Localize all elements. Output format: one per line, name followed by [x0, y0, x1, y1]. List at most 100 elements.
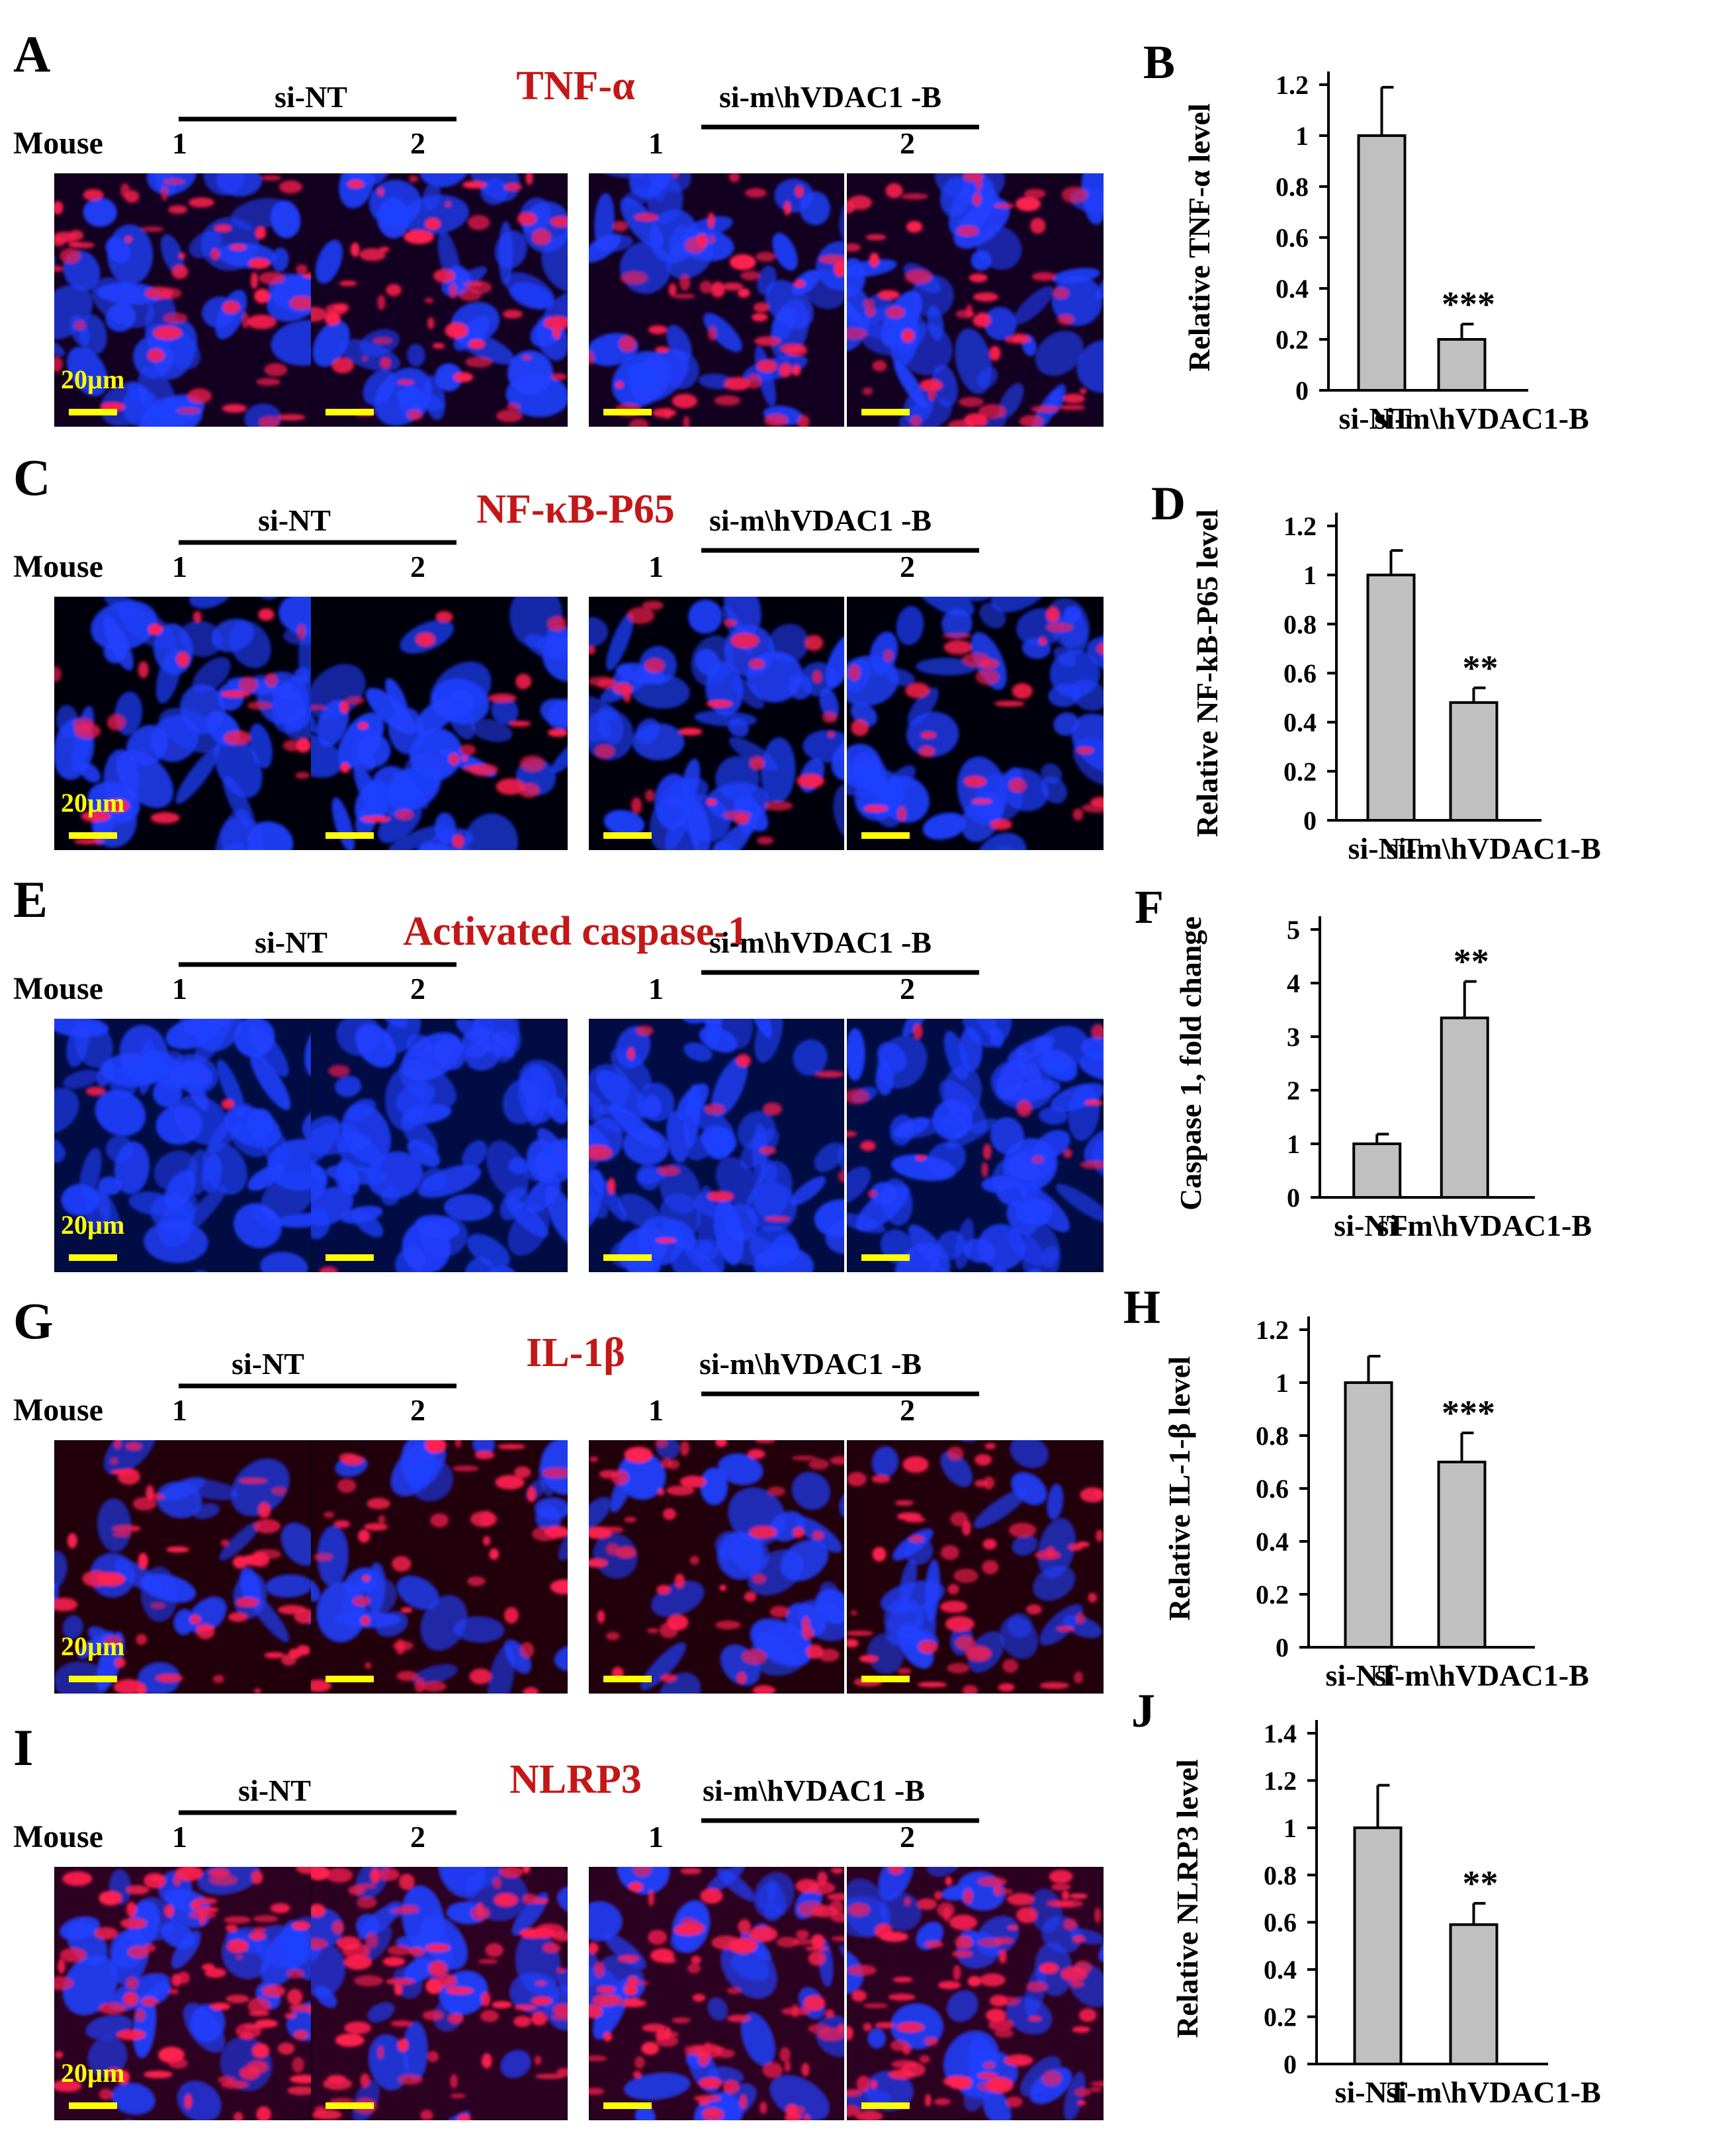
micrograph-si-vdac-mouse-1: [589, 1867, 844, 2120]
panel-title: NF-κB-P65: [476, 487, 675, 532]
panel-c: C NF-κB-P65 si-NT si-m\hVDAC1 -B Mouse 1 2 1 2 20…: [13, 449, 1104, 850]
mouse-number: 1: [172, 1820, 187, 1854]
micrograph-si-nt-mouse-2: [311, 1440, 568, 1694]
mouse-number: 1: [648, 972, 664, 1006]
micrograph-si-vdac-mouse-1: [589, 1019, 844, 1272]
mouse-number: 1: [172, 550, 187, 583]
panel-title: Activated caspase-1: [403, 909, 748, 954]
micrograph-si-nt-mouse-2: [311, 1867, 568, 2120]
mouse-number: 1: [172, 126, 187, 160]
mouse-number: 2: [410, 1393, 425, 1427]
micrograph-si-nt-mouse-2: [311, 597, 568, 850]
y-tick-label: 1: [1276, 1368, 1289, 1398]
y-tick-label: 0.8: [1264, 1860, 1297, 1890]
panel-letter: B: [1143, 36, 1175, 89]
group-label-si-vdac: si-m\hVDAC1 -B: [703, 1774, 925, 1807]
mouse-number: 2: [410, 1820, 425, 1854]
x-tick-label: si-NT: [1335, 2075, 1408, 2109]
y-tick-label: 3: [1287, 1022, 1300, 1052]
mouse-label: Mouse: [13, 1393, 103, 1428]
mouse-number: 1: [648, 1820, 664, 1854]
x-tick-label: si-m\hVDAC1-B: [1386, 2075, 1601, 2109]
y-tick-label: 4: [1287, 968, 1300, 998]
panel-title: TNF-α: [516, 64, 634, 108]
mouse-number: 2: [900, 550, 915, 583]
mouse-number: 1: [648, 126, 664, 160]
bar-si-nt: [1352, 1142, 1402, 1199]
bar-si-vdac: [1449, 1923, 1498, 2065]
micrograph-layer: A TNF-α si-NT si-m\hVDAC1 -B Mouse 1 2 1 2 20µm C N…: [13, 25, 1104, 2120]
mouse-number: 2: [900, 972, 915, 1006]
micrograph-si-nt-mouse-2: [311, 173, 568, 427]
y-tick-label: 0.4: [1283, 708, 1317, 738]
micrograph-si-nt-mouse-2: [311, 1019, 568, 1272]
mouse-number: 1: [648, 550, 664, 583]
y-tick-label: 0: [1276, 1633, 1289, 1662]
x-tick-label: si-NT: [1348, 832, 1421, 865]
mouse-number: 1: [172, 972, 187, 1006]
y-tick-label: 0.6: [1276, 223, 1309, 253]
y-tick-label: 1.2: [1264, 1766, 1297, 1795]
chart-layer: B 0 0.2 0.4 0.6 0.8 1 1.2 Relative TNF-α level si…: [1123, 36, 1601, 2109]
y-tick-label: 1.4: [1264, 1719, 1297, 1748]
mouse-number: 2: [410, 126, 425, 160]
panel-i: I NLRP3 si-NT si-m\hVDAC1 -B Mouse 1 2 1 2 20µm: [13, 1719, 1104, 2120]
micrograph-si-vdac-mouse-2: [847, 1019, 1104, 1272]
mouse-label: Mouse: [13, 549, 103, 584]
micrograph-si-nt-mouse-1: [54, 173, 312, 427]
panel-letter: A: [13, 25, 50, 83]
micrograph-si-vdac-mouse-1: [589, 597, 844, 850]
panel-letter: H: [1123, 1281, 1160, 1334]
mouse-label: Mouse: [13, 971, 103, 1006]
y-tick-label: 0.8: [1256, 1421, 1289, 1451]
y-axis-label: Relative NF-kB-P65 level: [1190, 509, 1224, 838]
group-label-si-vdac: si-m\hVDAC1 -B: [699, 1347, 922, 1381]
panel-e: E Activated caspase-1 si-NT si-m\hVDAC1 -B M…: [13, 871, 1104, 1272]
y-tick-label: 0.6: [1256, 1474, 1289, 1504]
y-axis-label: Relative TNF-α level: [1182, 103, 1216, 372]
y-tick-label: 1: [1283, 1813, 1297, 1843]
significance-mark: ***: [1442, 284, 1495, 324]
micrograph-si-vdac-mouse-1: [589, 173, 844, 427]
chart-f: F 0 1 2 3 4 5 Caspase 1, fold change si-NT ** si-m…: [1135, 881, 1592, 1242]
micrograph-si-nt-mouse-1: [54, 1019, 312, 1272]
y-tick-label: 0: [1287, 1183, 1300, 1213]
scale-label: 20µm: [61, 1210, 124, 1240]
bar-si-nt: [1366, 574, 1416, 822]
chart-b: B 0 0.2 0.4 0.6 0.8 1 1.2 Relative TNF-α level si…: [1143, 36, 1589, 435]
panel-g: G IL-1β si-NT si-m\hVDAC1 -B Mouse 1 2 1 2 20µm: [13, 1292, 1104, 1694]
y-axis-label: Relative NLRP3 level: [1170, 1759, 1204, 2038]
panel-letter: G: [13, 1292, 54, 1350]
significance-mark: **: [1454, 942, 1489, 982]
y-axis-label: Caspase 1, fold change: [1174, 916, 1207, 1211]
bar-si-vdac: [1440, 1016, 1489, 1199]
x-tick-label: si-NT: [1326, 1658, 1399, 1692]
panel-title: IL-1β: [526, 1330, 625, 1375]
group-label-si-nt: si-NT: [255, 925, 327, 959]
y-tick-label: 0.2: [1276, 325, 1309, 355]
scale-label: 20µm: [61, 365, 124, 394]
significance-mark: ***: [1442, 1393, 1495, 1433]
y-tick-label: 0.4: [1276, 274, 1309, 304]
panel-letter: I: [13, 1719, 33, 1776]
group-label-si-nt: si-NT: [258, 503, 331, 537]
y-tick-label: 0.2: [1283, 757, 1317, 787]
significance-mark: **: [1463, 1864, 1498, 1903]
bar-si-nt: [1353, 1826, 1403, 2066]
y-tick-label: 0.2: [1264, 2002, 1297, 2032]
x-tick-label: si-m\hVDAC1-B: [1386, 832, 1601, 865]
y-tick-label: 1.2: [1256, 1315, 1289, 1345]
chart-h: H 0 0.2 0.4 0.6 0.8 1 1.2 Relative IL-1-β level s…: [1123, 1281, 1589, 1692]
mouse-label: Mouse: [13, 126, 103, 161]
micrograph-si-vdac-mouse-2: [847, 1867, 1104, 2120]
panel-letter: C: [13, 449, 50, 506]
chart-j: J 0 0.2 0.4 0.6 0.8 1 1.2 1.4 Relative NLRP3 leve…: [1131, 1684, 1601, 2109]
panel-letter: J: [1131, 1684, 1155, 1737]
mouse-number: 2: [410, 972, 425, 1006]
y-tick-label: 5: [1287, 915, 1300, 945]
y-tick-label: 0.6: [1264, 1908, 1297, 1938]
micrograph-si-nt-mouse-1: [54, 597, 312, 850]
mouse-number: 2: [900, 1393, 915, 1427]
y-tick-label: 0: [1283, 2049, 1297, 2079]
